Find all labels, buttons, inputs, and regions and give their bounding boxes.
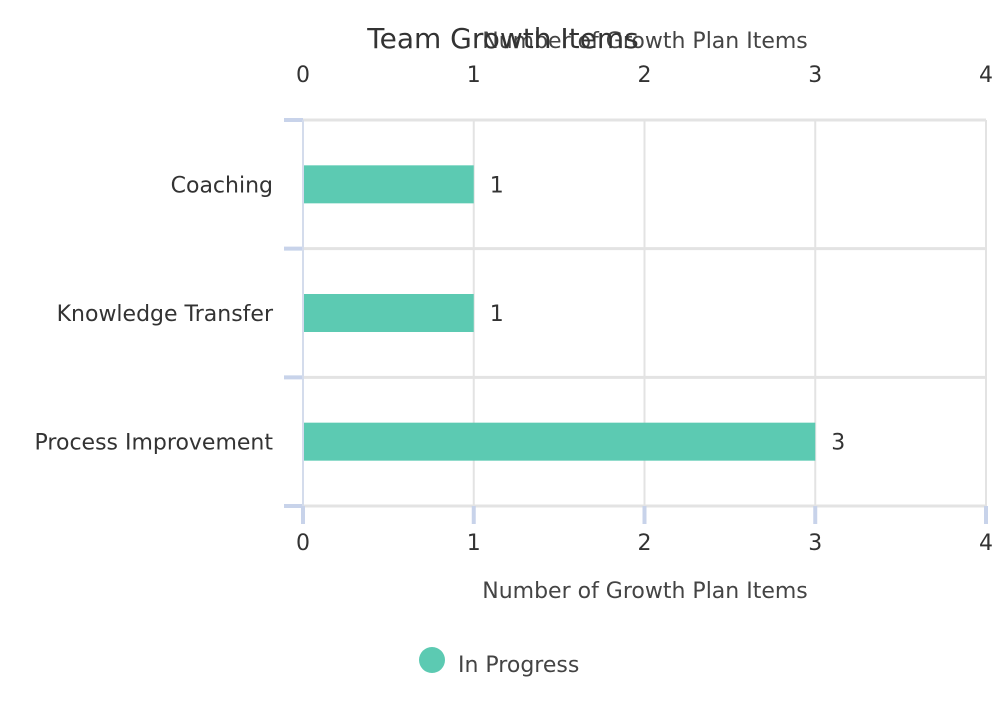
- bottom-tick-label-2: 2: [638, 531, 652, 556]
- label-layer: 0 0 1 1 2 2 3 3 4 4 Coaching 1 Knowledge Transfer 1 Pr…: [35, 63, 993, 556]
- category-label-coaching: Coaching: [171, 173, 273, 198]
- x2-axis-title: Number of Growth Plan Items: [482, 29, 808, 54]
- category-label-knowledge-transfer: Knowledge Transfer: [57, 302, 274, 327]
- data-label-coaching: 1: [490, 173, 504, 198]
- top-tick-label-4: 4: [979, 63, 993, 88]
- legend-swatch-in-progress[interactable]: [419, 647, 445, 673]
- legend: In Progress: [419, 647, 579, 678]
- bottom-tick-label-3: 3: [808, 531, 822, 556]
- grid-layer: [303, 118, 987, 508]
- bar-knowledge-transfer: [304, 294, 474, 332]
- bar-coaching: [304, 165, 474, 204]
- top-tick-label-0: 0: [296, 63, 310, 88]
- data-label-process-improvement: 3: [831, 431, 845, 456]
- x-axis-title: Number of Growth Plan Items: [482, 579, 808, 604]
- bottom-tick-label-1: 1: [467, 531, 481, 556]
- chart-title: Team Growth Items: [366, 22, 638, 55]
- top-tick-label-2: 2: [638, 63, 652, 88]
- bar-layer: [304, 165, 816, 461]
- axis-layer: [284, 118, 988, 524]
- top-tick-label-3: 3: [808, 63, 822, 88]
- bottom-tick-label-4: 4: [979, 531, 993, 556]
- data-label-knowledge-transfer: 1: [490, 302, 504, 327]
- bottom-tick-label-0: 0: [296, 531, 310, 556]
- category-label-process-improvement: Process Improvement: [35, 431, 274, 456]
- top-tick-label-1: 1: [467, 63, 481, 88]
- bar-process-improvement: [304, 422, 816, 461]
- legend-label-in-progress[interactable]: In Progress: [458, 653, 579, 678]
